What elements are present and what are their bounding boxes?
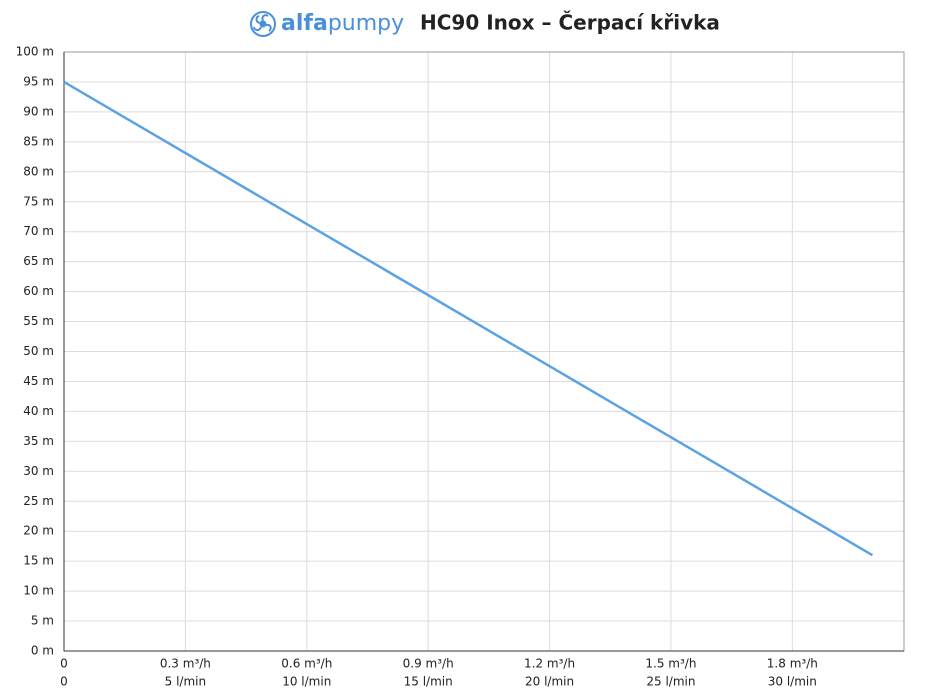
- y-tick-label: 20 m: [23, 524, 54, 538]
- y-tick-label: 85 m: [23, 134, 54, 148]
- x-tick-label-secondary: 1.5 m³/h: [645, 657, 696, 671]
- x-tick-label: 5 l/min: [165, 675, 206, 689]
- y-tick-label: 40 m: [23, 404, 54, 418]
- y-tick-label: 75 m: [23, 194, 54, 208]
- y-tick-label: 35 m: [23, 434, 54, 448]
- y-tick-label: 50 m: [23, 344, 54, 358]
- y-tick-label: 15 m: [23, 554, 54, 568]
- x-tick-label-secondary: 0.6 m³/h: [281, 657, 332, 671]
- y-tick-label: 80 m: [23, 164, 54, 178]
- y-tick-label: 55 m: [23, 314, 54, 328]
- y-tick-label: 65 m: [23, 254, 54, 268]
- x-tick-label-secondary: 0.3 m³/h: [160, 657, 211, 671]
- x-tick-label: 20 l/min: [525, 675, 574, 689]
- x-tick-label: 15 l/min: [404, 675, 453, 689]
- x-tick-label-secondary: 0: [60, 657, 68, 671]
- y-tick-label: 0 m: [31, 644, 54, 658]
- brand-light: pumpy: [328, 11, 404, 36]
- brand-logo-icon: [250, 11, 276, 37]
- data-line: [63, 80, 874, 557]
- y-tick-label: 95 m: [23, 74, 54, 88]
- x-tick-label: 30 l/min: [768, 675, 817, 689]
- brand-bold: alfa: [281, 11, 328, 36]
- y-tick-label: 70 m: [23, 224, 54, 238]
- chart-title: HC90 Inox – Čerpací křivka: [420, 11, 720, 35]
- x-tick-label-secondary: 0.9 m³/h: [403, 657, 454, 671]
- y-tick-label: 45 m: [23, 374, 54, 388]
- x-tick-label-secondary: 1.8 m³/h: [767, 657, 818, 671]
- x-tick-label: 0: [60, 675, 68, 689]
- y-tick-label: 30 m: [23, 464, 54, 478]
- y-tick-label: 10 m: [23, 584, 54, 598]
- x-tick-label: 25 l/min: [646, 675, 695, 689]
- x-tick-label-secondary: 1.2 m³/h: [524, 657, 575, 671]
- y-tick-label: 5 m: [31, 614, 54, 628]
- y-tick-label: 25 m: [23, 494, 54, 508]
- y-tick-label: 100 m: [16, 45, 54, 59]
- y-tick-label: 60 m: [23, 284, 54, 298]
- brand-name: alfapumpy: [281, 11, 404, 36]
- x-tick-label: 10 l/min: [282, 675, 331, 689]
- y-tick-label: 90 m: [23, 104, 54, 118]
